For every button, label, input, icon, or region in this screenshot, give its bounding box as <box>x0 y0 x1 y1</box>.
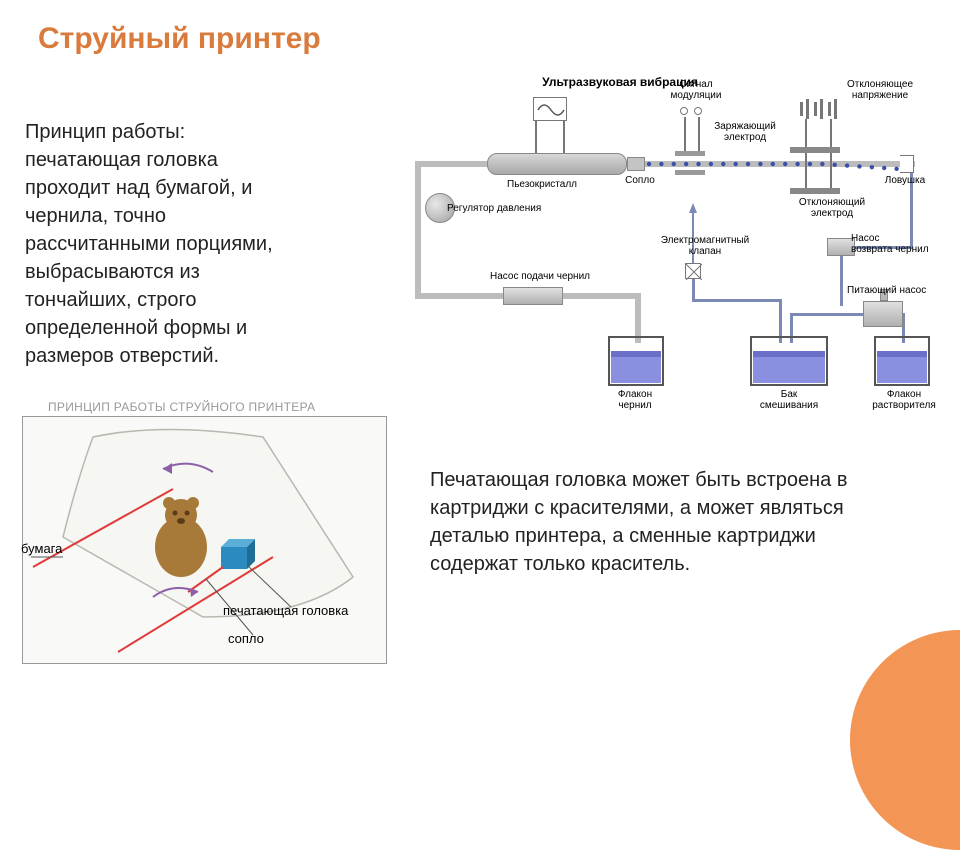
deflecting-electrode-top <box>790 147 840 153</box>
charging-electrode-top <box>675 151 705 156</box>
label-nozzle: Сопло <box>615 175 665 186</box>
em-valve <box>685 263 701 279</box>
ink-bottle <box>605 333 667 389</box>
deflecting-voltage-source <box>800 99 840 119</box>
wire-mod-left <box>684 117 686 151</box>
label-trap: Ловушка <box>875 175 935 186</box>
decorative-arc <box>850 630 960 850</box>
left-label-paper: бумага <box>21 541 71 556</box>
ultrasound-generator <box>533 97 567 121</box>
label-pressure-reg: Регулятор давления <box>447 203 567 214</box>
paragraph-printhead: Печатающая головка может быть встроена в… <box>430 466 890 578</box>
wire-mod-right <box>698 117 700 151</box>
label-ink-supply-pump: Насос подачи чернил <box>475 271 605 282</box>
wire-gen-left <box>535 121 537 153</box>
paragraph-principle: Принцип работы: печатающая головка прохо… <box>25 118 305 370</box>
left-label-printhead: печатающая головка <box>223 603 383 618</box>
schematic-diagram: Ультразвуковая вибрация <box>395 75 945 410</box>
left-diagram: бумага печатающая головка сопло <box>22 416 387 664</box>
label-deflecting-electrode: Отклоняющий электрод <box>787 197 877 219</box>
label-feed-pump: Питающий насос <box>847 285 947 296</box>
deflecting-electrode-bot <box>790 188 840 194</box>
label-modulation: Сигнал модуляции <box>661 79 731 101</box>
label-solvent-bottle: Флакон растворителя <box>865 389 943 411</box>
label-ink-return-pump: Насос возврата чернил <box>851 233 945 255</box>
label-deflecting-voltage: Отклоняющее напряжение <box>835 79 925 101</box>
left-label-nozzle: сопло <box>228 631 288 646</box>
wire-gen-right <box>563 121 565 153</box>
label-ink-bottle: Флакон чернил <box>607 389 663 411</box>
label-em-valve: Электромагнитный клапан <box>645 235 765 257</box>
pipe-left-down <box>415 161 421 299</box>
label-charging-electrode: Заряжающий электрод <box>705 121 785 143</box>
label-piezo: Пьезокристалл <box>497 179 587 190</box>
valve-down-pipe <box>692 279 695 299</box>
mixing-tank <box>747 333 831 389</box>
feed-pump <box>863 301 903 327</box>
drop-stream <box>645 160 915 168</box>
solvent-bottle <box>871 333 933 389</box>
ink-supply-pump <box>503 287 563 305</box>
label-mixing-tank: Бак смешивания <box>751 389 827 411</box>
trap <box>900 155 914 173</box>
page-title: Струйный принтер <box>38 22 321 56</box>
nozzle-block <box>627 157 645 171</box>
valve-to-mix-h <box>692 299 782 302</box>
piezo-crystal <box>487 153 627 175</box>
left-diagram-title: ПРИНЦИП РАБОТЫ СТРУЙНОГО ПРИНТЕРА <box>48 400 315 414</box>
